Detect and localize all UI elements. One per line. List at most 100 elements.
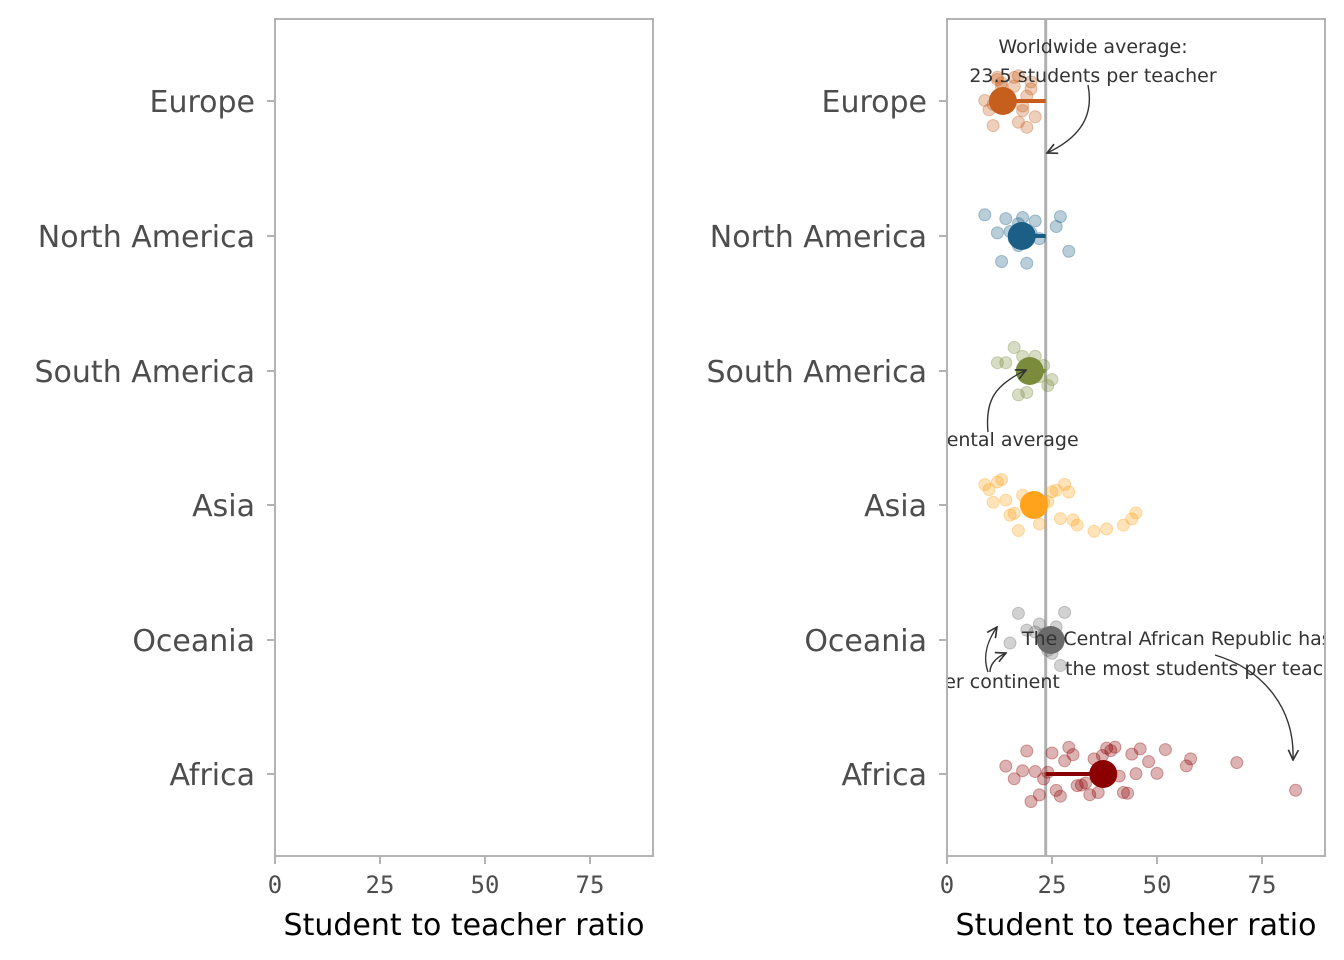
- continent-mean-point: [1007, 222, 1036, 250]
- country-point: [1100, 522, 1114, 536]
- country-point: [1020, 744, 1034, 758]
- country-point: [1007, 340, 1021, 354]
- country-point: [1121, 786, 1135, 800]
- country-point: [1041, 765, 1055, 779]
- country-point: [999, 493, 1013, 507]
- country-point: [1158, 743, 1172, 757]
- continent-mean-point: [1089, 760, 1118, 788]
- x-tick-label: 50: [1143, 871, 1172, 899]
- country-point: [1053, 789, 1067, 803]
- annotation-arrow: [1047, 84, 1091, 153]
- country-point: [1070, 779, 1084, 793]
- country-point: [1049, 783, 1063, 797]
- country-point: [1020, 120, 1034, 134]
- category-label: South America: [707, 355, 927, 390]
- country-point: [1053, 210, 1067, 224]
- x-tick-label: 75: [1248, 871, 1277, 899]
- country-point: [1087, 524, 1101, 538]
- country-point: [990, 70, 1004, 84]
- panel-plot-area: Worldwide average: 23.5 students per teac…: [835, 19, 1344, 856]
- annotation-arrow: [989, 653, 1006, 673]
- x-axis-title: Student to teacher ratio: [956, 908, 1317, 943]
- country-point: [1024, 82, 1038, 96]
- country-point: [986, 119, 1000, 133]
- country-point: [1003, 508, 1017, 522]
- x-tick-label: 25: [366, 871, 395, 899]
- country-point: [1062, 740, 1076, 754]
- category-label: Oceania: [804, 624, 927, 659]
- x-tick-label: 75: [576, 871, 605, 899]
- country-point: [1062, 485, 1076, 499]
- country-point: [995, 255, 1009, 269]
- country-point: [1011, 69, 1025, 83]
- country-point: [1011, 606, 1025, 620]
- country-point: [990, 72, 1004, 86]
- continent-mean-point: [1036, 626, 1065, 654]
- annotation-text: the most students per teacher: [1065, 658, 1344, 680]
- x-tick-label: 25: [1038, 871, 1067, 899]
- category-label: Europe: [150, 85, 256, 120]
- country-point: [1003, 636, 1017, 650]
- country-point: [1016, 104, 1030, 118]
- country-point: [1116, 786, 1130, 800]
- country-point: [978, 208, 992, 222]
- country-point: [982, 483, 996, 497]
- country-point: [1045, 373, 1059, 387]
- country-point: [1045, 485, 1059, 499]
- panel-left: Europe North America South America Asia Ocea…: [35, 18, 654, 943]
- country-point: [1079, 776, 1093, 790]
- category-label: Africa: [169, 758, 255, 793]
- country-point: [1100, 741, 1114, 755]
- country-point: [1007, 79, 1021, 93]
- country-point: [1066, 748, 1080, 762]
- country-point: [1016, 764, 1030, 778]
- x-tick-label: 0: [940, 871, 954, 899]
- country-point: [1091, 786, 1105, 800]
- country-point: [1074, 778, 1088, 792]
- country-point: [1032, 517, 1046, 531]
- country-point: [1041, 378, 1055, 392]
- country-point: [1070, 518, 1084, 532]
- country-point: [1024, 75, 1038, 89]
- panel-frame: [946, 18, 1326, 857]
- country-point: [999, 356, 1013, 370]
- country-point: [978, 478, 992, 492]
- country-point: [1125, 747, 1139, 761]
- country-point: [1104, 744, 1118, 758]
- country-point: [1058, 605, 1072, 619]
- annotation-text: Countries per continent: [835, 671, 1060, 693]
- country-point: [1007, 772, 1021, 786]
- x-tick-label: 0: [268, 871, 282, 899]
- continent-mean-point: [1019, 491, 1048, 519]
- country-point: [1049, 220, 1063, 234]
- annotation-text: Continental average: [885, 429, 1079, 451]
- country-point: [1007, 506, 1021, 520]
- country-point: [990, 226, 1004, 240]
- annotation-arrow: [986, 370, 1026, 433]
- country-point: [990, 356, 1004, 370]
- country-point: [1083, 788, 1097, 802]
- country-point: [1016, 99, 1030, 113]
- panel-right: Europe North America South America Asia Ocea…: [707, 18, 1344, 943]
- country-point: [1020, 256, 1034, 270]
- continent-mean-point: [1015, 357, 1044, 385]
- annotation-text: Worldwide average:: [998, 36, 1187, 58]
- country-point: [1037, 772, 1051, 786]
- category-label: Europe: [822, 85, 928, 120]
- country-point: [1020, 386, 1034, 400]
- panel-frame: [274, 18, 654, 857]
- category-label: North America: [38, 220, 255, 255]
- country-point: [1142, 755, 1156, 769]
- country-point: [1007, 70, 1021, 84]
- x-axis-title: Student to teacher ratio: [284, 908, 645, 943]
- category-label: Oceania: [132, 624, 255, 659]
- country-point: [1011, 523, 1025, 537]
- country-point: [1016, 211, 1030, 225]
- country-point: [1028, 765, 1042, 779]
- category-label: Africa: [841, 758, 927, 793]
- category-label: Asia: [864, 489, 927, 524]
- annotation-arrow: [1214, 654, 1293, 760]
- country-point: [1011, 388, 1025, 402]
- country-point: [1011, 115, 1025, 129]
